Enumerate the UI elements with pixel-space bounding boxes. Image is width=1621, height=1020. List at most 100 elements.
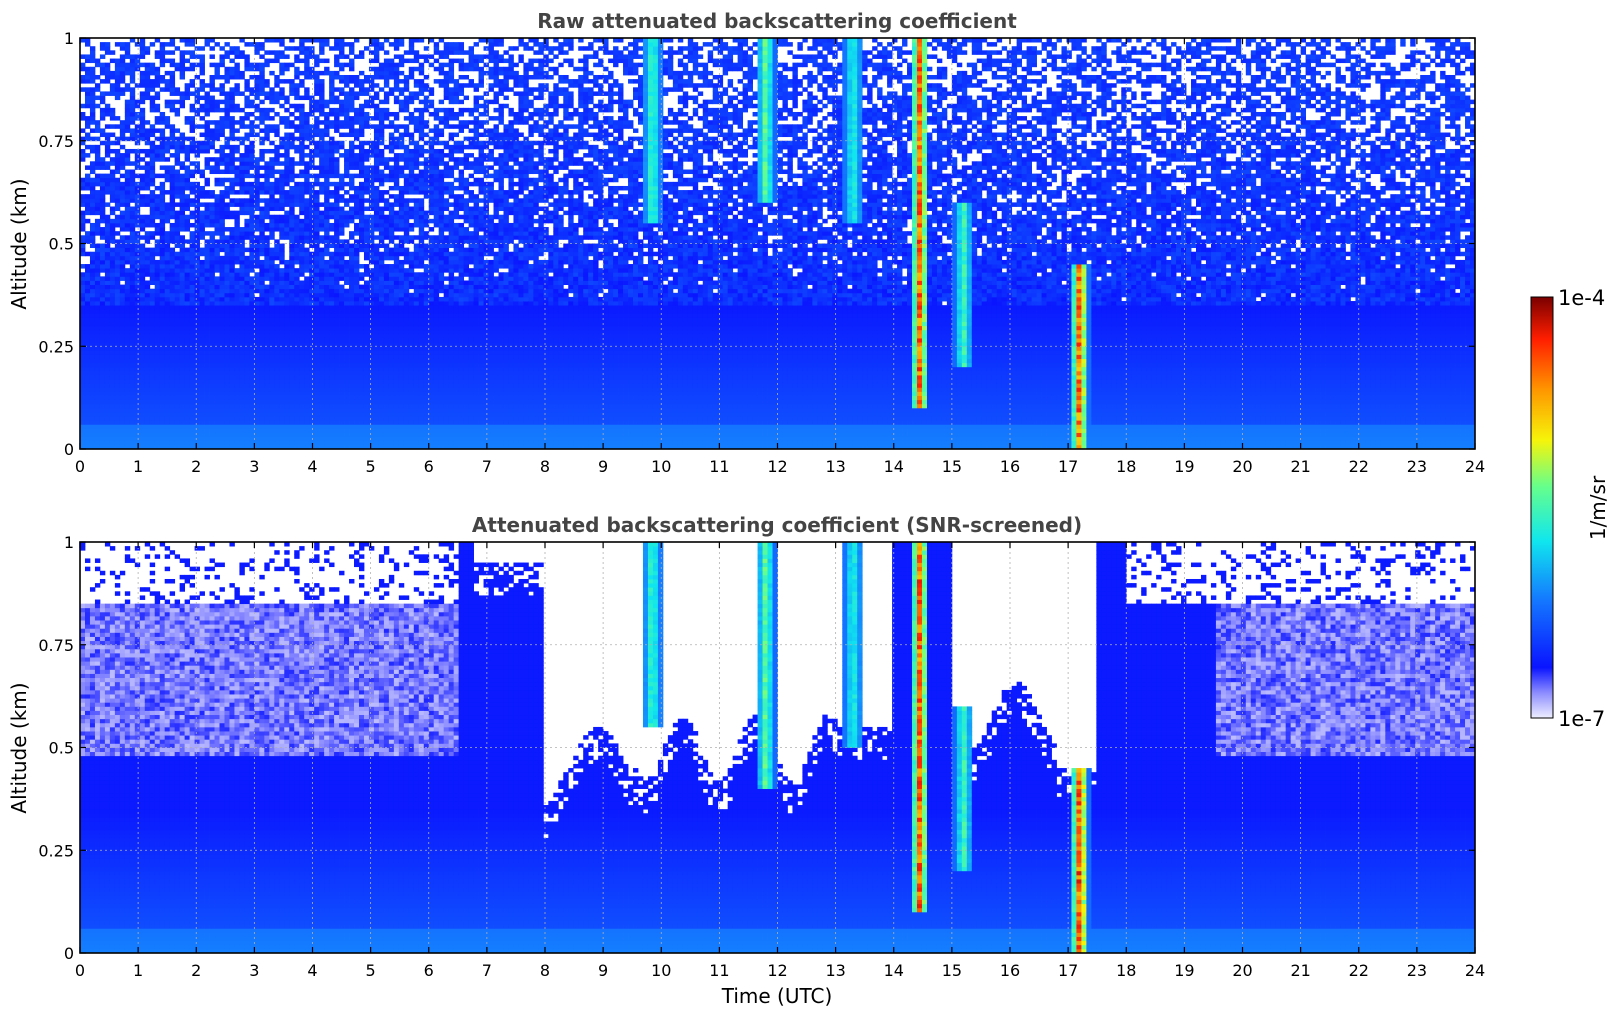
heatmap-cell xyxy=(219,358,225,364)
heatmap-cell xyxy=(239,181,245,187)
heatmap-cell xyxy=(204,268,210,273)
heatmap-cell xyxy=(144,173,151,179)
heatmap-cell xyxy=(164,436,171,442)
heatmap-cell xyxy=(219,272,225,277)
heatmap-cell xyxy=(94,264,101,269)
heatmap-cell xyxy=(344,305,350,310)
heatmap-cell xyxy=(84,383,91,388)
heatmap-cell xyxy=(159,288,166,294)
heatmap-cell xyxy=(284,296,290,302)
heatmap-cell xyxy=(344,354,350,359)
heatmap-top xyxy=(80,38,1475,449)
heatmap-cell xyxy=(139,436,146,442)
heatmap-cell xyxy=(294,87,300,92)
heatmap-cell xyxy=(159,210,166,216)
heatmap-cell xyxy=(89,329,96,335)
heatmap-cell xyxy=(294,272,300,277)
heatmap-cell xyxy=(254,50,260,55)
heatmap-cell xyxy=(289,321,295,327)
heatmap-cell xyxy=(309,366,315,372)
heatmap-cell xyxy=(164,420,171,425)
heatmap-cell xyxy=(349,66,355,72)
heatmap-cell xyxy=(124,288,131,294)
heatmap-cell xyxy=(264,440,270,446)
heatmap-cell xyxy=(249,124,255,129)
heatmap-cell xyxy=(299,116,305,121)
heatmap-cell xyxy=(294,305,300,310)
heatmap-cell xyxy=(139,272,146,277)
heatmap-cell xyxy=(324,120,330,125)
heatmap-cell xyxy=(324,198,330,203)
heatmap-cell xyxy=(279,370,285,376)
heatmap-cell xyxy=(224,157,230,162)
heatmap-cell xyxy=(334,338,340,343)
heatmap-cell xyxy=(334,161,340,166)
heatmap-cell xyxy=(184,444,191,449)
heatmap-cell xyxy=(99,206,106,212)
heatmap-cell xyxy=(114,358,121,364)
heatmap-cell xyxy=(184,91,191,96)
heatmap-cell xyxy=(309,284,315,290)
heatmap-cell xyxy=(169,317,176,322)
heatmap-cell xyxy=(179,243,186,249)
heatmap-cell xyxy=(124,157,131,162)
heatmap-cell xyxy=(344,62,350,68)
heatmap-cell xyxy=(244,255,250,261)
heatmap-cell xyxy=(159,403,166,409)
heatmap-cell xyxy=(229,185,235,191)
heatmap-cell xyxy=(114,350,121,355)
heatmap-cell xyxy=(179,70,186,76)
heatmap-cell xyxy=(334,424,340,429)
heatmap-cell xyxy=(234,284,240,290)
heatmap-cell xyxy=(139,424,146,429)
heatmap-cell xyxy=(309,173,315,179)
heatmap-cell xyxy=(264,259,270,265)
heatmap-cell xyxy=(354,317,360,322)
heatmap-cell xyxy=(294,91,300,96)
heatmap-cell xyxy=(159,292,166,298)
heatmap-cell xyxy=(109,161,116,166)
heatmap-cell xyxy=(239,416,245,421)
heatmap-cell xyxy=(359,222,365,228)
heatmap-cell xyxy=(104,329,111,335)
heatmap-cell xyxy=(269,259,275,265)
heatmap-cell xyxy=(89,301,96,306)
heatmap-cell xyxy=(259,190,265,195)
heatmap-cell xyxy=(109,210,116,216)
heatmap-cell xyxy=(244,280,250,285)
heatmap-cell xyxy=(229,74,235,80)
heatmap-cell xyxy=(264,181,270,187)
heatmap-cell xyxy=(304,346,310,351)
heatmap-cell xyxy=(368,317,375,322)
heatmap-cell xyxy=(239,136,245,142)
heatmap-cell xyxy=(214,305,220,310)
heatmap-cell xyxy=(144,354,151,359)
heatmap-cell xyxy=(104,309,111,314)
heatmap-cell xyxy=(94,292,101,298)
heatmap-cell xyxy=(254,362,260,368)
heatmap-cell xyxy=(284,288,290,294)
heatmap-cell xyxy=(244,111,250,117)
heatmap-cell xyxy=(124,251,131,257)
heatmap-cell xyxy=(244,338,250,343)
heatmap-cell xyxy=(99,251,106,257)
heatmap-cell xyxy=(194,140,200,146)
heatmap-cell xyxy=(329,428,335,433)
heatmap-cell xyxy=(363,350,370,355)
heatmap-cell xyxy=(194,99,200,105)
heatmap-cell xyxy=(229,231,235,236)
heatmap-cell xyxy=(219,235,225,240)
heatmap-cell xyxy=(99,313,106,318)
heatmap-cell xyxy=(344,424,350,429)
heatmap-cell xyxy=(159,46,166,51)
heatmap-cell xyxy=(109,399,116,405)
heatmap-cell xyxy=(199,251,205,257)
heatmap-cell xyxy=(164,190,171,195)
heatmap-cell xyxy=(134,440,141,446)
heatmap-cell xyxy=(129,272,136,277)
heatmap-cell xyxy=(119,333,126,339)
heatmap-cell xyxy=(299,375,305,380)
heatmap-cell xyxy=(239,169,245,175)
heatmap-cell xyxy=(129,329,136,335)
heatmap-cell xyxy=(179,444,186,449)
